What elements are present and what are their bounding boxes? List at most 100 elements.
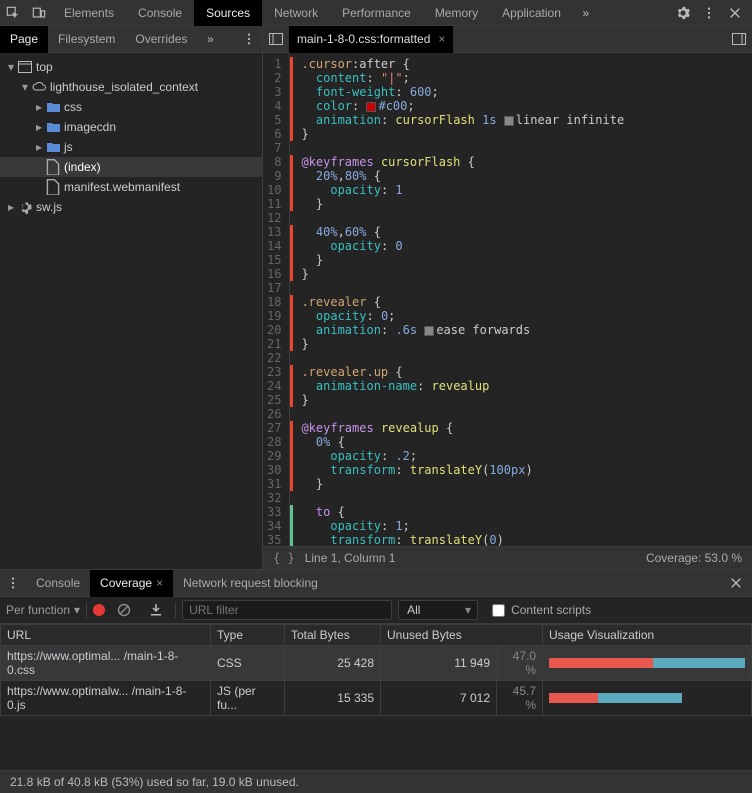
cell-total: 15 335	[285, 681, 381, 716]
clear-icon[interactable]	[111, 597, 137, 623]
editor-tab[interactable]: main-1-8-0.css:formatted ×	[289, 26, 453, 53]
file-icon	[46, 180, 60, 194]
sources-sidebar-tabs: PageFilesystemOverrides »	[0, 26, 262, 53]
kebab-menu-icon[interactable]	[0, 570, 26, 596]
close-icon[interactable]: ×	[156, 576, 163, 590]
tree-folder-imagecdn[interactable]: imagecdn	[0, 117, 262, 137]
cell-pct: 45.7 %	[497, 681, 543, 716]
coverage-footer-text: 21.8 kB of 40.8 kB (53%) used so far, 19…	[10, 775, 299, 789]
tree-label: manifest.webmanifest	[64, 180, 180, 194]
inspect-icon[interactable]	[0, 0, 26, 26]
th-unused[interactable]: Unused Bytes	[381, 625, 543, 646]
kebab-menu-icon[interactable]	[696, 0, 722, 26]
code-editor[interactable]: 1234567891011121314151617181920212223242…	[263, 53, 752, 546]
drawer-tab-nrb[interactable]: Network request blocking	[173, 570, 328, 597]
side-tab-page[interactable]: Page	[0, 26, 48, 53]
cell-viz	[543, 646, 752, 681]
cloud-icon	[32, 80, 46, 94]
close-drawer-icon[interactable]	[726, 570, 752, 596]
export-icon[interactable]	[143, 597, 169, 623]
tree-label: js	[64, 140, 73, 154]
th-viz[interactable]: Usage Visualization	[543, 625, 752, 646]
folder-icon	[46, 100, 60, 114]
record-button[interactable]	[93, 604, 105, 616]
filter-type-select[interactable]: All	[398, 600, 478, 620]
top-tab-network[interactable]: Network	[262, 0, 330, 26]
cell-viz	[543, 681, 752, 716]
coverage-type-select[interactable]: Per function ▾	[6, 603, 80, 617]
drawer-tab-console[interactable]: Console	[26, 570, 90, 597]
drawer: Console Coverage× Network request blocki…	[0, 569, 752, 793]
drawer-tab-coverage[interactable]: Coverage×	[90, 570, 173, 597]
file-tree: top lighthouse_isolated_context css imag…	[0, 53, 262, 221]
settings-gear-icon[interactable]	[670, 0, 696, 26]
tree-top[interactable]: top	[0, 57, 262, 77]
main-area: PageFilesystemOverrides » top lighthouse…	[0, 26, 752, 569]
top-tab-memory[interactable]: Memory	[423, 0, 490, 26]
tree-label: lighthouse_isolated_context	[50, 80, 198, 94]
top-tab-elements[interactable]: Elements	[52, 0, 126, 26]
th-type[interactable]: Type	[211, 625, 285, 646]
cell-type: CSS	[211, 646, 285, 681]
more-tabs-icon[interactable]: »	[573, 0, 599, 26]
tree-label: sw.js	[36, 200, 62, 214]
cell-unused: 7 012	[381, 681, 497, 716]
cell-type: JS (per fu...	[211, 681, 285, 716]
cell-pct: 47.0 %	[497, 646, 543, 681]
editor-tabstrip: main-1-8-0.css:formatted ×	[263, 26, 752, 53]
tree-label: top	[36, 60, 53, 74]
tree-folder-js[interactable]: js	[0, 137, 262, 157]
pretty-print-icon[interactable]: { }	[273, 551, 295, 565]
top-tab-console[interactable]: Console	[126, 0, 194, 26]
editor-tab-label: main-1-8-0.css:formatted	[297, 32, 430, 46]
th-url[interactable]: URL	[1, 625, 211, 646]
tree-label: css	[64, 100, 82, 114]
cell-total: 25 428	[285, 646, 381, 681]
tree-label: imagecdn	[64, 120, 116, 134]
folder-icon	[46, 140, 60, 154]
code-lines: .cursor:after { content: "|"; font-weigh…	[293, 53, 752, 546]
coverage-summary: Coverage: 53.0 %	[646, 551, 742, 565]
tree-file-index[interactable]: (index)	[0, 157, 262, 177]
content-scripts-checkbox[interactable]: Content scripts	[492, 603, 591, 617]
file-icon	[46, 160, 60, 174]
cursor-position: Line 1, Column 1	[305, 551, 396, 565]
frame-icon	[18, 60, 32, 74]
line-gutter: 1234567891011121314151617181920212223242…	[263, 53, 290, 546]
tree-file-manifest[interactable]: manifest.webmanifest	[0, 177, 262, 197]
tree-context[interactable]: lighthouse_isolated_context	[0, 77, 262, 97]
coverage-toolbar: Per function ▾ All Content scripts	[0, 597, 752, 624]
tree-folder-css[interactable]: css	[0, 97, 262, 117]
editor-pane: main-1-8-0.css:formatted × 1234567891011…	[263, 26, 752, 569]
folder-icon	[46, 120, 60, 134]
close-devtools-icon[interactable]	[722, 0, 748, 26]
toggle-sidebar-icon[interactable]	[726, 26, 752, 52]
gear-icon	[18, 200, 32, 214]
coverage-table: URL Type Total Bytes Unused Bytes Usage …	[0, 624, 752, 716]
th-total[interactable]: Total Bytes	[285, 625, 381, 646]
cell-url: https://www.optimal... /main-1-8-0.css	[1, 646, 211, 681]
url-filter-input[interactable]	[182, 600, 392, 620]
toggle-nav-icon[interactable]	[263, 26, 289, 52]
devtools-main-tabs: ElementsConsoleSourcesNetworkPerformance…	[52, 0, 573, 26]
tree-label: (index)	[64, 160, 101, 174]
more-side-tabs-icon[interactable]: »	[197, 26, 223, 52]
side-tab-filesystem[interactable]: Filesystem	[48, 26, 125, 53]
drawer-tabs: Console Coverage× Network request blocki…	[0, 570, 752, 597]
coverage-footer: 21.8 kB of 40.8 kB (53%) used so far, 19…	[0, 770, 752, 793]
top-tab-sources[interactable]: Sources	[194, 0, 262, 26]
tree-sw[interactable]: sw.js	[0, 197, 262, 217]
close-tab-icon[interactable]: ×	[438, 32, 445, 46]
editor-status-bar: { } Line 1, Column 1 Coverage: 53.0 %	[263, 546, 752, 569]
cell-url: https://www.optimalw... /main-1-8-0.js	[1, 681, 211, 716]
side-tab-overrides[interactable]: Overrides	[125, 26, 197, 53]
sources-sidebar: PageFilesystemOverrides » top lighthouse…	[0, 26, 263, 569]
top-tab-performance[interactable]: Performance	[330, 0, 423, 26]
device-toolbar-icon[interactable]	[26, 0, 52, 26]
devtools-topbar: ElementsConsoleSourcesNetworkPerformance…	[0, 0, 752, 26]
cell-unused: 11 949	[381, 646, 497, 681]
coverage-row[interactable]: https://www.optimalw... /main-1-8-0.jsJS…	[1, 681, 752, 716]
top-tab-application[interactable]: Application	[490, 0, 573, 26]
kebab-menu-icon[interactable]	[236, 26, 262, 52]
coverage-row[interactable]: https://www.optimal... /main-1-8-0.cssCS…	[1, 646, 752, 681]
